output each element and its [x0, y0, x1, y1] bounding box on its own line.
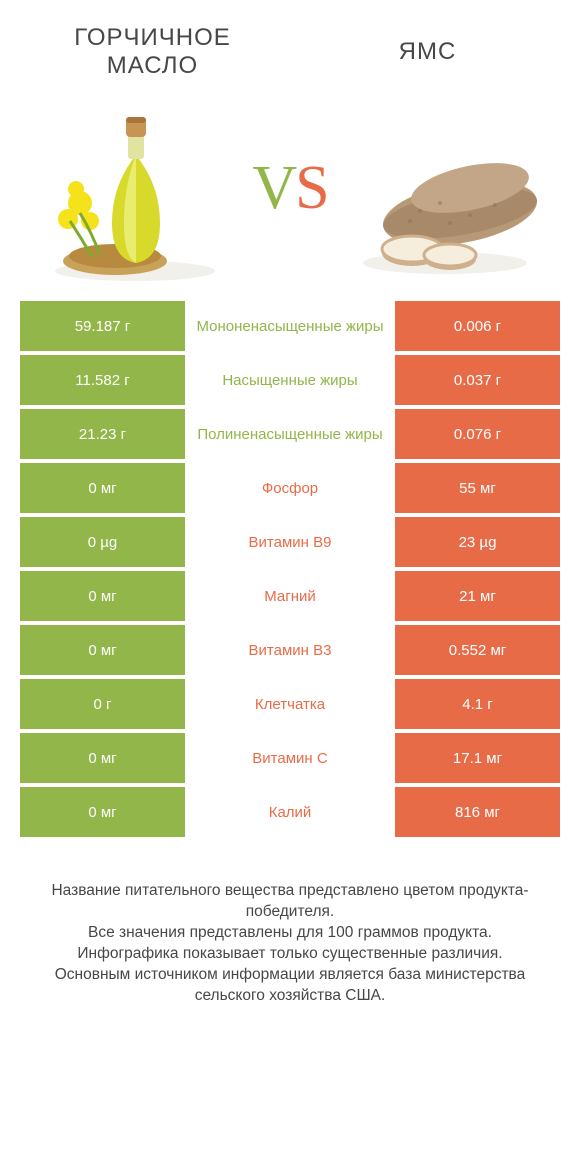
table-row: 0 µgВитамин B923 µg — [20, 517, 560, 567]
right-value-cell: 0.552 мг — [395, 625, 560, 675]
nutrient-name-cell: Фосфор — [185, 463, 395, 513]
vs-s: S — [295, 154, 327, 222]
right-value-cell: 0.076 г — [395, 409, 560, 459]
nutrient-name-cell: Клетчатка — [185, 679, 395, 729]
footer-line-2: Все значения представлены для 100 граммо… — [20, 923, 560, 944]
left-product-title: ГОРЧИЧНОЕ МАСЛО — [40, 24, 265, 79]
right-product-image — [350, 93, 540, 283]
table-row: 0 гКлетчатка4.1 г — [20, 679, 560, 729]
table-row: 11.582 гНасыщенные жиры0.037 г — [20, 355, 560, 405]
nutrient-name-cell: Витамин B9 — [185, 517, 395, 567]
images-row: VS — [0, 89, 580, 301]
left-value-cell: 0 г — [20, 679, 185, 729]
right-value-cell: 4.1 г — [395, 679, 560, 729]
nutrient-name-cell: Калий — [185, 787, 395, 837]
right-value-cell: 23 µg — [395, 517, 560, 567]
table-row: 0 мгКалий816 мг — [20, 787, 560, 837]
right-product-title: ЯМС — [315, 38, 540, 66]
left-value-cell: 59.187 г — [20, 301, 185, 351]
nutrient-name-cell: Мононенасыщенные жиры — [185, 301, 395, 351]
table-row: 21.23 гПолиненасыщенные жиры0.076 г — [20, 409, 560, 459]
footer-notes: Название питательного вещества представл… — [20, 881, 560, 1007]
header: ГОРЧИЧНОЕ МАСЛО ЯМС — [0, 0, 580, 89]
mustard-oil-illustration — [40, 93, 230, 283]
vs-v: V — [252, 154, 295, 222]
table-row: 0 мгМагний21 мг — [20, 571, 560, 621]
left-value-cell: 0 мг — [20, 463, 185, 513]
footer-line-4: Основным источником информации является … — [20, 965, 560, 1007]
right-value-cell: 0.037 г — [395, 355, 560, 405]
right-value-cell: 0.006 г — [395, 301, 560, 351]
nutrient-name-cell: Витамин B3 — [185, 625, 395, 675]
footer-line-1: Название питательного вещества представл… — [20, 881, 560, 923]
nutrient-name-cell: Насыщенные жиры — [185, 355, 395, 405]
right-value-cell: 816 мг — [395, 787, 560, 837]
right-value-cell: 17.1 мг — [395, 733, 560, 783]
footer-line-3: Инфографика показывает только существенн… — [20, 944, 560, 965]
left-value-cell: 11.582 г — [20, 355, 185, 405]
yam-illustration — [350, 93, 540, 283]
left-value-cell: 0 мг — [20, 571, 185, 621]
left-value-cell: 0 µg — [20, 517, 185, 567]
nutrient-name-cell: Витамин C — [185, 733, 395, 783]
table-row: 0 мгВитамин B30.552 мг — [20, 625, 560, 675]
nutrient-name-cell: Магний — [185, 571, 395, 621]
left-value-cell: 0 мг — [20, 625, 185, 675]
table-row: 59.187 гМононенасыщенные жиры0.006 г — [20, 301, 560, 351]
table-row: 0 мгВитамин C17.1 мг — [20, 733, 560, 783]
nutrient-name-cell: Полиненасыщенные жиры — [185, 409, 395, 459]
right-value-cell: 55 мг — [395, 463, 560, 513]
table-row: 0 мгФосфор55 мг — [20, 463, 560, 513]
left-value-cell: 0 мг — [20, 787, 185, 837]
left-value-cell: 21.23 г — [20, 409, 185, 459]
vs-label: VS — [252, 153, 327, 224]
left-value-cell: 0 мг — [20, 733, 185, 783]
comparison-table: 59.187 гМононенасыщенные жиры0.006 г11.5… — [20, 301, 560, 837]
right-value-cell: 21 мг — [395, 571, 560, 621]
left-product-image — [40, 93, 230, 283]
